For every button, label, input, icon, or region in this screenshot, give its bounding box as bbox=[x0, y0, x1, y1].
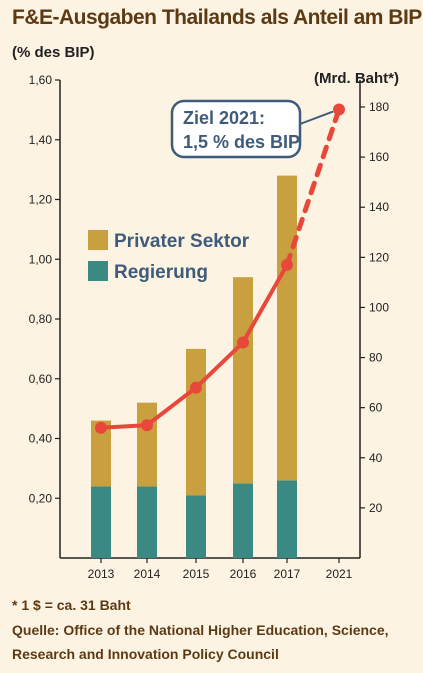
bar-privater-sektor-2016 bbox=[233, 277, 253, 484]
bar-regierung-2015 bbox=[186, 495, 206, 558]
legend-swatch-1 bbox=[88, 261, 108, 281]
line-point-2013 bbox=[95, 421, 107, 434]
left-tick-label: 1,20 bbox=[29, 193, 53, 207]
line-point-2017 bbox=[281, 258, 293, 271]
right-tick-label: 180 bbox=[369, 100, 389, 114]
line-series-dashed bbox=[284, 107, 342, 268]
x-tick-label: 2014 bbox=[134, 567, 161, 581]
right-tick-label: 20 bbox=[369, 501, 383, 515]
footnote: * 1 $ = ca. 31 Baht bbox=[12, 597, 131, 613]
bar-regierung-2017 bbox=[277, 480, 297, 558]
right-tick-label: 120 bbox=[369, 250, 389, 264]
right-tick-label: 80 bbox=[369, 351, 383, 365]
legend-label-1: Regierung bbox=[114, 262, 208, 283]
line-point-2014 bbox=[141, 419, 153, 432]
callout-connector bbox=[299, 110, 334, 125]
right-tick-label: 160 bbox=[369, 150, 389, 164]
x-tick-label: 2021 bbox=[326, 567, 353, 581]
left-tick-label: 1,00 bbox=[29, 252, 53, 266]
x-tick-label: 2017 bbox=[274, 567, 301, 581]
callout-line-1: Ziel 2021: bbox=[183, 108, 265, 128]
left-tick-label: 0,20 bbox=[29, 491, 53, 505]
left-tick-label: 1,40 bbox=[29, 133, 53, 147]
left-tick-label: 0,80 bbox=[29, 312, 53, 326]
right-tick-label: 140 bbox=[369, 200, 389, 214]
bar-privater-sektor-2015 bbox=[186, 348, 206, 496]
bar-privater-sektor-2017 bbox=[277, 175, 297, 481]
x-tick-label: 2015 bbox=[183, 567, 210, 581]
bar-privater-sektor-2013 bbox=[91, 420, 111, 487]
chart-title: F&E-Ausgaben Thailands als Anteil am BIP bbox=[12, 6, 422, 29]
callout-line-2: 1,5 % des BIP bbox=[183, 132, 300, 152]
bar-regierung-2014 bbox=[137, 486, 157, 558]
bar-regierung-2016 bbox=[233, 483, 253, 558]
line-point-2016 bbox=[237, 336, 249, 349]
right-tick-label: 60 bbox=[369, 401, 383, 415]
x-tick-label: 2016 bbox=[230, 567, 257, 581]
line-point-2021 bbox=[333, 103, 345, 116]
right-tick-label: 100 bbox=[369, 300, 389, 314]
bar-regierung-2013 bbox=[91, 486, 111, 558]
source-line-1: Quelle: Office of the National Higher Ed… bbox=[12, 622, 389, 638]
left-tick-label: 0,40 bbox=[29, 432, 53, 446]
legend-label-0: Privater Sektor bbox=[114, 231, 250, 252]
source-line-2: Research and Innovation Policy Council bbox=[12, 646, 279, 662]
callout-box bbox=[170, 99, 302, 159]
legend-swatch-0 bbox=[88, 230, 108, 250]
line-point-2015 bbox=[190, 381, 202, 394]
right-tick-label: 40 bbox=[369, 451, 383, 465]
left-tick-label: 1,60 bbox=[29, 73, 53, 87]
left-axis-unit: (% des BIP) bbox=[12, 44, 95, 61]
bar-privater-sektor-2014 bbox=[137, 402, 157, 487]
left-tick-label: 0,60 bbox=[29, 372, 53, 386]
right-axis-unit: (Mrd. Baht*) bbox=[314, 70, 399, 87]
x-tick-label: 2013 bbox=[88, 567, 115, 581]
